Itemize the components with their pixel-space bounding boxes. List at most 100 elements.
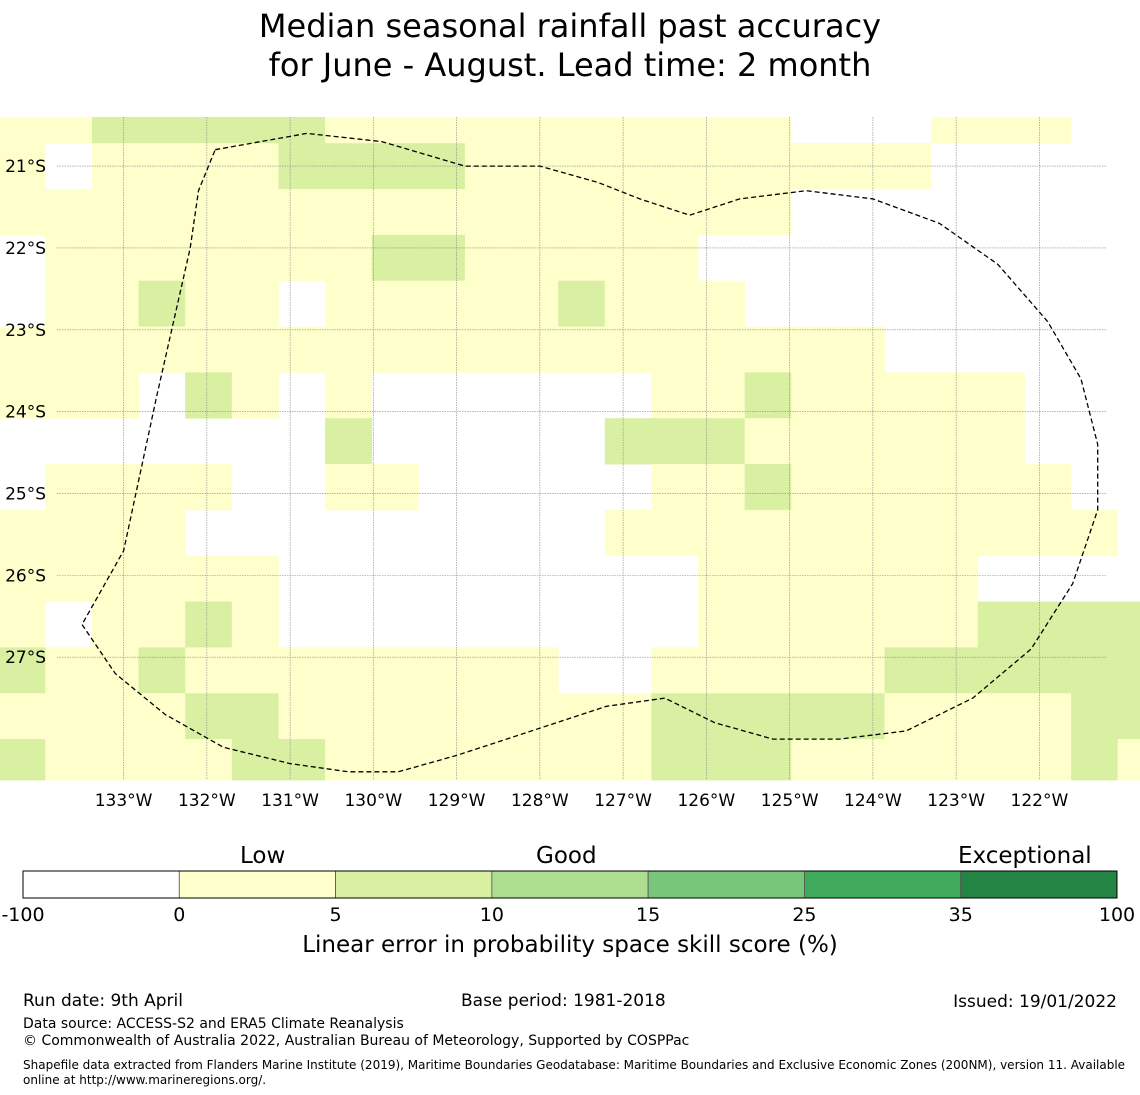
grid-cell xyxy=(138,555,186,602)
grid-cell xyxy=(651,739,699,781)
grid-cell xyxy=(45,555,93,602)
grid-cell xyxy=(651,418,699,465)
grid-cell xyxy=(651,326,699,373)
grid-cell xyxy=(791,509,839,557)
grid-cell xyxy=(977,739,1025,781)
grid-cell xyxy=(698,647,746,694)
grid-cell xyxy=(837,739,885,781)
grid-cell xyxy=(1117,693,1140,740)
grid-cell xyxy=(977,693,1025,740)
grid-cell xyxy=(0,693,46,740)
grid-cell xyxy=(325,464,373,511)
grid-cell xyxy=(278,117,326,144)
grid-cell xyxy=(278,693,326,740)
grid-cell xyxy=(464,739,512,781)
colorbar-title: Linear error in probability space skill … xyxy=(302,932,838,958)
grid-cell xyxy=(91,601,139,648)
grid-cell xyxy=(325,693,373,740)
grid-cell xyxy=(231,280,279,327)
grid-cell xyxy=(604,739,652,781)
grid-cell xyxy=(511,693,559,740)
latitude-label: 22°S xyxy=(5,239,46,259)
grid-cell xyxy=(231,326,279,373)
grid-cell xyxy=(91,280,139,327)
grid-cell xyxy=(651,647,699,694)
grid-cell xyxy=(931,509,979,557)
colorbar-label-low: Low xyxy=(240,843,286,869)
grid-cell xyxy=(325,326,373,373)
grid-cell xyxy=(604,693,652,740)
grid-cell xyxy=(138,117,186,144)
grid-cell xyxy=(138,739,186,781)
grid-cell xyxy=(91,555,139,602)
grid-cell xyxy=(231,693,279,740)
grid-cell xyxy=(791,739,839,781)
grid-cell xyxy=(884,372,932,419)
grid-cell xyxy=(884,693,932,740)
grid-cell xyxy=(604,234,652,282)
grid-cell xyxy=(185,326,233,373)
grid-cell xyxy=(1117,739,1140,781)
grid-cell xyxy=(558,326,606,373)
grid-cell xyxy=(45,464,93,511)
grid-cell xyxy=(977,509,1025,557)
colorbar-tick: 5 xyxy=(330,904,342,926)
grid-cell xyxy=(185,117,233,144)
grid-cell xyxy=(45,234,93,282)
grid-cell xyxy=(185,601,233,648)
grid-cell xyxy=(231,372,279,419)
grid-cell xyxy=(185,280,233,327)
grid-cell xyxy=(0,372,46,419)
grid-cell xyxy=(651,372,699,419)
skill-grid xyxy=(0,117,1140,781)
grid-cell xyxy=(138,647,186,694)
copyright: © Commonwealth of Australia 2022, Austra… xyxy=(23,1033,690,1049)
grid-cell xyxy=(418,693,466,740)
grid-cell xyxy=(138,509,186,557)
grid-cell xyxy=(1024,647,1072,694)
grid-cell xyxy=(371,464,419,511)
grid-cell xyxy=(418,326,466,373)
colorbar-tick: -100 xyxy=(1,904,44,926)
colorbar-segment xyxy=(647,870,805,899)
grid-cell xyxy=(371,117,419,144)
grid-cell xyxy=(791,693,839,740)
grid-cell xyxy=(698,601,746,648)
grid-cell xyxy=(837,647,885,694)
grid-cell xyxy=(837,601,885,648)
longitude-label: 128°W xyxy=(511,791,569,811)
graticule xyxy=(57,117,1106,780)
grid-cell xyxy=(185,189,233,236)
grid-cell xyxy=(418,117,466,144)
grid-cell xyxy=(91,234,139,282)
grid-cell xyxy=(884,464,932,511)
grid-cell xyxy=(931,372,979,419)
grid-cell xyxy=(884,647,932,694)
grid-cell xyxy=(0,739,46,781)
grid-cell xyxy=(837,509,885,557)
grid-cell xyxy=(231,647,279,694)
grid-cell xyxy=(185,234,233,282)
longitude-label: 127°W xyxy=(594,791,652,811)
run-date: Run date: 9th April xyxy=(23,991,183,1011)
grid-cell xyxy=(791,464,839,511)
grid-cell xyxy=(558,117,606,144)
longitude-label: 132°W xyxy=(178,791,236,811)
grid-cell xyxy=(278,326,326,373)
longitude-label: 122°W xyxy=(1011,791,1069,811)
grid-cell xyxy=(698,280,746,327)
grid-cell xyxy=(325,418,373,465)
grid-cell xyxy=(744,326,792,373)
grid-cell xyxy=(1024,693,1072,740)
grid-cell xyxy=(418,739,466,781)
grid-cell xyxy=(185,464,233,511)
colorbar-tick: 0 xyxy=(173,904,185,926)
grid-cell xyxy=(91,739,139,781)
grid-cell xyxy=(791,555,839,602)
colorbar-tick: 15 xyxy=(636,904,660,926)
grid-cell xyxy=(651,280,699,327)
grid-cell xyxy=(931,418,979,465)
longitude-label: 126°W xyxy=(677,791,735,811)
grid-cell xyxy=(91,509,139,557)
grid-cell xyxy=(185,647,233,694)
